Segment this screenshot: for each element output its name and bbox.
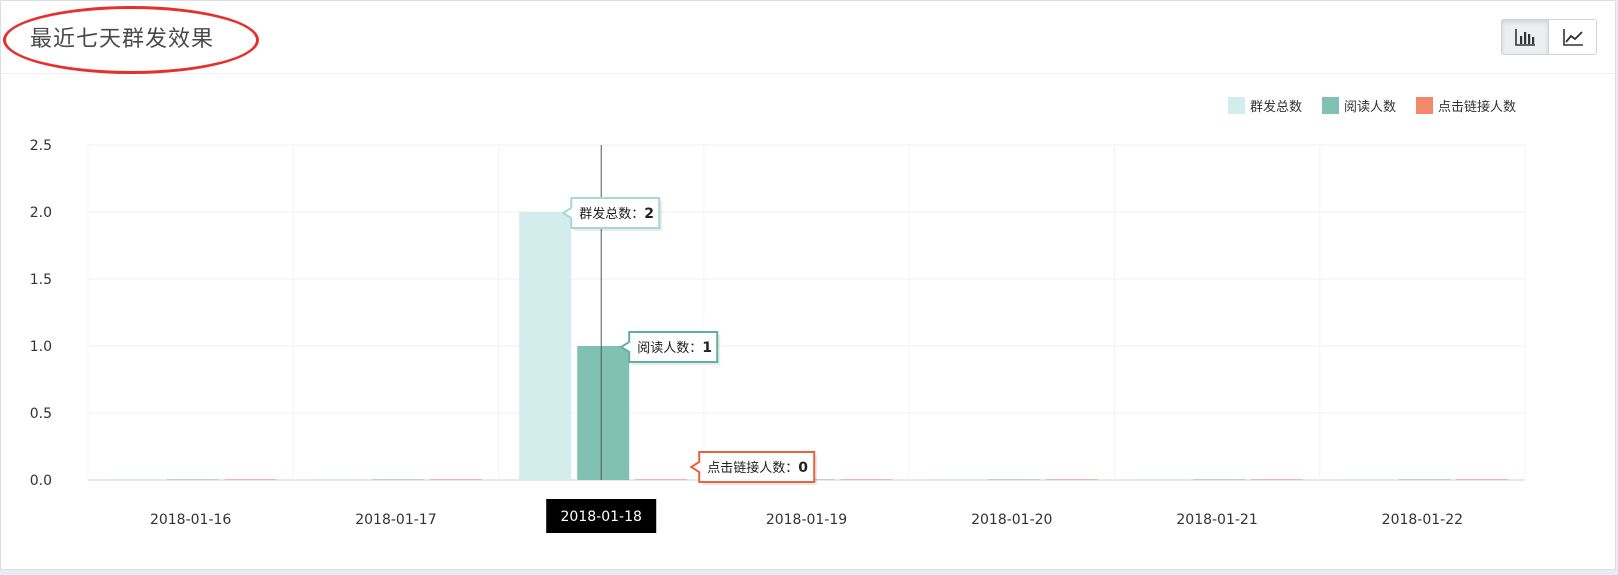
tooltip-text: 阅读人数：1 — [637, 340, 712, 356]
bar-0-6 — [1340, 479, 1393, 480]
line-chart-button[interactable] — [1549, 19, 1597, 55]
line-chart-icon — [1562, 29, 1583, 46]
y-tick-label: 0.0 — [30, 473, 52, 489]
bar-2-4 — [1045, 479, 1098, 480]
legend-label-0: 群发总数 — [1250, 99, 1302, 115]
bar-chart-icon — [1515, 29, 1535, 46]
tooltip-label: 阅读人数： — [637, 341, 702, 356]
bar-2-5 — [1251, 479, 1304, 480]
panel-title: 最近七天群发效果 — [30, 27, 215, 52]
y-tick-label: 1.0 — [30, 339, 52, 355]
bar-2-1 — [429, 479, 482, 480]
x-tick-label: 2018-01-21 — [1176, 512, 1257, 528]
x-tick-label: 2018-01-22 — [1382, 512, 1463, 528]
bar-0-5 — [1135, 479, 1188, 480]
x-tick-label: 2018-01-18 — [561, 509, 642, 525]
bar-1-6 — [1398, 479, 1451, 480]
y-tick-label: 2.5 — [30, 138, 52, 154]
legend-swatch-2 — [1416, 97, 1433, 114]
bar-1-0 — [166, 479, 219, 480]
bar-0-2 — [519, 212, 572, 480]
highlighted-x-label-box — [546, 499, 657, 533]
bar-2-6 — [1456, 479, 1509, 480]
tooltip-value: 0 — [798, 460, 808, 476]
x-tick-label: 2018-01-19 — [766, 512, 847, 528]
bar-2-2 — [635, 479, 688, 480]
x-tick-label: 2018-01-20 — [971, 512, 1052, 528]
tooltip-text: 群发总数：2 — [579, 206, 654, 222]
bar-0-0 — [108, 479, 161, 480]
bar-0-4 — [929, 479, 982, 480]
tooltip-text: 点击链接人数：0 — [707, 460, 808, 476]
y-tick-label: 2.0 — [30, 205, 52, 221]
bar-chart-button[interactable] — [1501, 19, 1549, 55]
tooltip-label: 点击链接人数： — [707, 460, 798, 476]
tooltip-value: 1 — [702, 340, 712, 356]
bar-1-1 — [371, 479, 424, 480]
x-tick-label: 2018-01-17 — [355, 512, 436, 528]
tooltip-box — [561, 197, 661, 229]
legend-label-1: 阅读人数 — [1344, 100, 1396, 115]
tooltip-box — [689, 451, 816, 483]
y-tick-label: 0.5 — [30, 406, 52, 422]
tooltip-label: 群发总数： — [579, 206, 644, 222]
bar-2-0 — [224, 479, 277, 480]
tooltip-box — [619, 331, 719, 363]
bar-1-2 — [577, 346, 630, 480]
bar-2-3 — [840, 479, 893, 480]
chart-type-toggle — [1501, 19, 1597, 55]
x-tick-label: 2018-01-16 — [150, 512, 231, 528]
y-tick-label: 1.5 — [30, 272, 52, 288]
legend-swatch-1 — [1322, 97, 1339, 114]
bar-1-5 — [1193, 479, 1246, 480]
tooltip-value: 2 — [644, 206, 654, 222]
bar-1-4 — [987, 479, 1040, 480]
legend-label-2: 点击链接人数 — [1438, 99, 1516, 115]
legend-swatch-0 — [1228, 97, 1245, 114]
bar-0-1 — [313, 479, 366, 480]
